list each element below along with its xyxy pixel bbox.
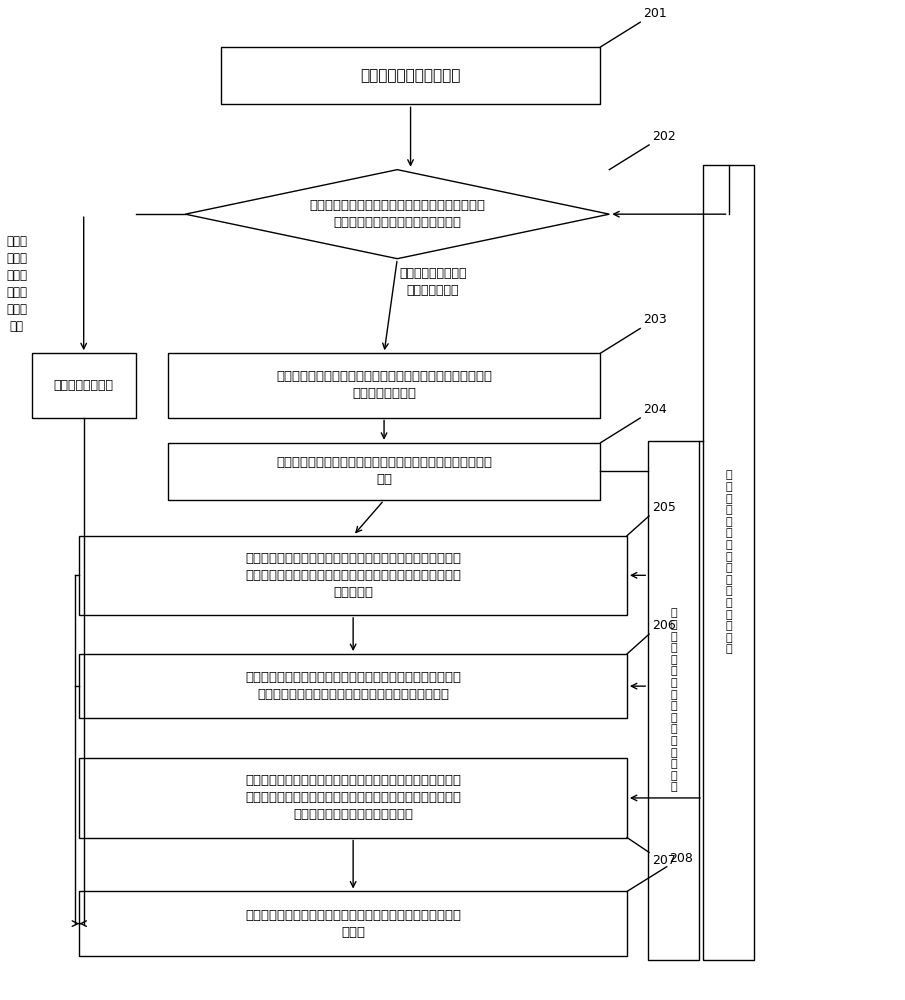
Text: 201: 201 [643,7,667,20]
Text: 208: 208 [670,852,693,865]
Text: 203: 203 [643,313,667,326]
FancyBboxPatch shape [32,353,136,418]
FancyBboxPatch shape [80,758,627,838]
Text: 若根据通过弹出是否执行最新铃声任务的提示后通过在移动终
端为是执行最新铃声任务的操作，则执行最新铃声任务: 若根据通过弹出是否执行最新铃声任务的提示后通过在移动终 端为是执行最新铃声任务的… [245,671,462,701]
FancyBboxPatch shape [703,165,754,960]
Text: 207: 207 [652,854,676,867]
Polygon shape [186,170,609,259]
FancyBboxPatch shape [221,47,601,104]
Text: 根据确定铃声任务的属性所对应的铃声属性和时间属性执行关
联操作: 根据确定铃声任务的属性所对应的铃声属性和时间属性执行关 联操作 [245,909,462,939]
Text: 若根据通过弹出是否执行最新铃声任务的提示后通过在移动终
端为不执行最新铃声任务的操作，则忽略此次铃声任务的添加
，并继续执行已经保存的铃声任务: 若根据通过弹出是否执行最新铃声任务的提示后通过在移动终 端为不执行最新铃声任务的… [245,774,462,821]
Text: 205: 205 [652,501,676,514]
Text: 根据通过弹出已有铃声任务的提示后通过在移动终端的第一预
置操作，进行忽略此次铃声任务的添加、并继续执行已经保存
的铃声任务: 根据通过弹出已有铃声任务的提示后通过在移动终端的第一预 置操作，进行忽略此次铃声… [245,552,462,599]
FancyBboxPatch shape [80,654,627,718]
Text: 204: 204 [643,403,667,416]
Text: 属性不
在同一
时间段
或部分
时间段
重合: 属性不 在同一 时间段 或部分 时间段 重合 [6,235,27,333]
Text: 206: 206 [652,619,675,632]
FancyBboxPatch shape [80,536,627,615]
Text: 属
性
在
同
一
时
间
段
或
部
分
时
间
段
重
合: 属 性 在 同 一 时 间 段 或 部 分 时 间 段 重 合 [725,470,732,654]
FancyBboxPatch shape [648,441,700,960]
Text: 属
性
在
同
一
时
间
段
或
部
分
时
间
段
重
合: 属 性 在 同 一 时 间 段 或 部 分 时 间 段 重 合 [671,608,677,792]
Text: 202: 202 [652,130,675,143]
Text: 根据铃声任务添加指令对应的属性进行属性是否在
同一时间段或部分时间段重合的判断: 根据铃声任务添加指令对应的属性进行属性是否在 同一时间段或部分时间段重合的判断 [310,199,485,229]
Text: 对获取到通过优先级编辑窗口进行铃声任务优先执行指令进行
执行: 对获取到通过优先级编辑窗口进行铃声任务优先执行指令进行 执行 [276,456,492,486]
Text: 属性在同一时间段或
部分时间段重合: 属性在同一时间段或 部分时间段重合 [399,267,466,297]
FancyBboxPatch shape [167,443,601,500]
FancyBboxPatch shape [167,353,601,418]
Text: 获取到铃声任务添加指令: 获取到铃声任务添加指令 [360,68,461,83]
Text: 弹出全部属性在同一时间段或部分时间段重合对应的铃声任务
的优先级编辑窗口: 弹出全部属性在同一时间段或部分时间段重合对应的铃声任务 的优先级编辑窗口 [276,370,492,400]
FancyBboxPatch shape [80,891,627,956]
Text: 直接执行铃声任务: 直接执行铃声任务 [53,379,114,392]
